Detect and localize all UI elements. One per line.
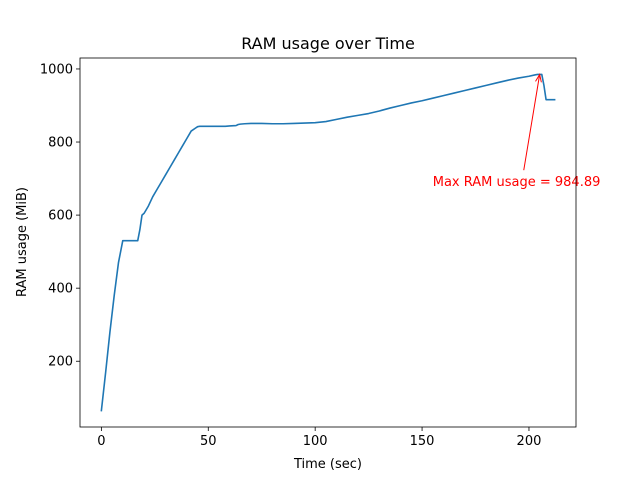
series-layer: [100, 73, 556, 412]
x-axis-label: Time (sec): [293, 457, 362, 472]
plot-frame: [79, 57, 577, 428]
y-tick-label: 200: [48, 355, 73, 370]
annotation-arrow-head: [535, 73, 542, 83]
plot-area: Max RAM usage = 984.89: [79, 57, 601, 428]
y-tick-label: 600: [48, 209, 73, 224]
annotation-layer: Max RAM usage = 984.89: [433, 73, 601, 190]
x-tick-label: 50: [200, 434, 217, 449]
y-axis-label: RAM usage (MiB): [15, 187, 30, 297]
plot-background: [80, 58, 576, 427]
y-tick-label: 1000: [40, 62, 73, 77]
y-axis: 200 400 600 800 1000: [40, 62, 80, 370]
x-tick-label: 200: [517, 434, 542, 449]
x-tick-label: 150: [410, 434, 435, 449]
ram-usage-line: [100, 73, 556, 412]
x-tick-label: 100: [303, 434, 328, 449]
annotation-text: Max RAM usage = 984.89: [433, 175, 601, 190]
annotation-arrow-line: [523, 74, 541, 171]
y-tick-label: 400: [48, 282, 73, 297]
x-tick-label: 0: [97, 434, 105, 449]
x-axis: 0 50 100 150 200: [97, 427, 541, 449]
y-tick-label: 800: [48, 136, 73, 151]
chart-title: RAM usage over Time: [241, 34, 415, 53]
